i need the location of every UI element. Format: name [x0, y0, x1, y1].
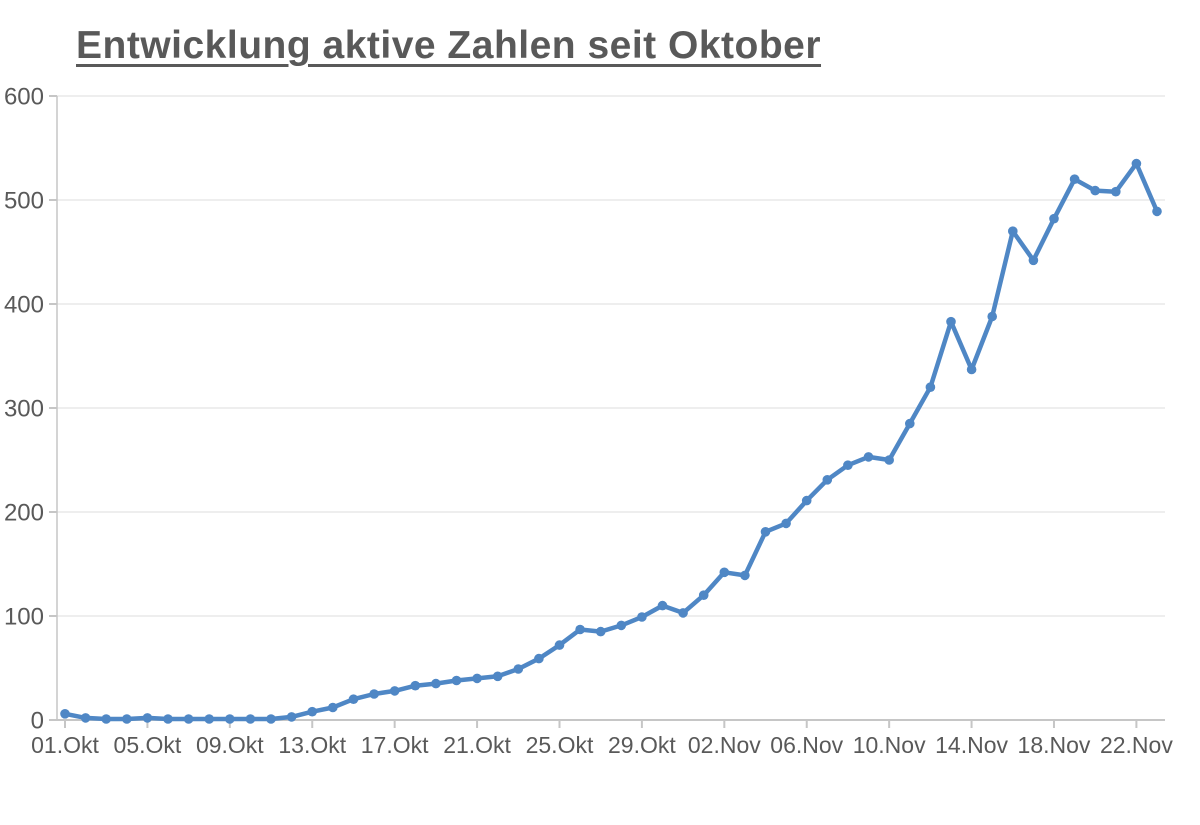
- data-point: [101, 714, 111, 724]
- data-point: [1090, 185, 1100, 196]
- data-point: [678, 608, 688, 618]
- data-point: [513, 664, 524, 674]
- y-axis-label: 400: [4, 292, 44, 319]
- y-axis-label: 600: [4, 84, 44, 111]
- data-point: [637, 612, 647, 622]
- y-axis-label: 300: [4, 396, 44, 423]
- data-point: [760, 527, 771, 537]
- data-point: [554, 640, 565, 650]
- data-point: [595, 626, 606, 637]
- data-point: [1152, 206, 1162, 217]
- data-point: [575, 624, 585, 635]
- data-point: [616, 620, 627, 631]
- data-point: [266, 714, 276, 724]
- data-point: [1028, 255, 1039, 266]
- data-point: [492, 671, 503, 682]
- data-point: [905, 418, 915, 429]
- line-series: [62, 161, 1160, 722]
- data-point: [987, 311, 997, 322]
- data-point: [657, 600, 668, 611]
- data-point: [204, 714, 214, 724]
- data-point: [1069, 174, 1080, 184]
- x-axis-label: 02.Nov: [688, 732, 761, 758]
- data-point: [884, 455, 894, 465]
- data-point: [328, 702, 338, 713]
- data-point: [534, 653, 544, 664]
- x-axis-label: 01.Okt: [31, 732, 99, 758]
- data-point: [80, 713, 91, 723]
- data-point: [1111, 186, 1121, 197]
- data-point: [183, 714, 194, 724]
- x-axis-label: 21.Okt: [443, 732, 511, 758]
- y-axis-label: 100: [4, 604, 44, 631]
- data-point: [410, 680, 421, 691]
- data-point: [925, 382, 936, 393]
- data-point: [369, 689, 379, 699]
- data-point: [122, 714, 132, 724]
- chart-title: Entwicklung aktive Zahlen seit Oktober: [76, 24, 822, 67]
- data-point: [966, 364, 977, 375]
- data-point: [740, 570, 750, 581]
- data-point: [163, 714, 173, 724]
- data-point: [698, 590, 709, 600]
- data-point: [472, 673, 482, 684]
- x-axis-label: 25.Okt: [526, 732, 594, 758]
- data-point: [60, 709, 70, 719]
- y-axis-label: 0: [31, 708, 44, 735]
- y-axis-label: 200: [4, 500, 44, 527]
- data-point: [451, 675, 462, 686]
- x-axis-label: 05.Okt: [114, 732, 182, 758]
- x-axis-label: 13.Okt: [278, 732, 346, 758]
- x-axis-label: 18.Nov: [1018, 732, 1091, 758]
- data-point: [946, 316, 956, 327]
- data-point: [822, 475, 833, 485]
- data-point: [1008, 226, 1018, 236]
- data-point: [225, 714, 235, 724]
- data-point: [307, 706, 318, 717]
- data-point: [843, 460, 853, 471]
- data-point: [348, 694, 359, 704]
- data-point: [1131, 158, 1142, 169]
- data-point: [142, 713, 153, 723]
- x-axis-label: 10.Nov: [853, 732, 926, 758]
- data-point: [1049, 213, 1059, 224]
- data-point: [431, 678, 441, 689]
- x-axis-label: 22.Nov: [1100, 732, 1173, 758]
- x-axis-label: 09.Okt: [196, 732, 264, 758]
- x-axis-label: 14.Nov: [935, 732, 1008, 758]
- x-axis-label: 17.Okt: [361, 732, 429, 758]
- x-axis-label: 06.Nov: [770, 732, 843, 758]
- y-axis-label: 500: [4, 188, 44, 215]
- data-point: [245, 714, 256, 724]
- data-point: [781, 518, 791, 529]
- data-point: [863, 452, 874, 462]
- data-point: [719, 567, 730, 578]
- data-point: [389, 686, 400, 696]
- data-point: [286, 712, 297, 722]
- data-point: [801, 495, 812, 506]
- x-axis-label: 29.Okt: [608, 732, 676, 758]
